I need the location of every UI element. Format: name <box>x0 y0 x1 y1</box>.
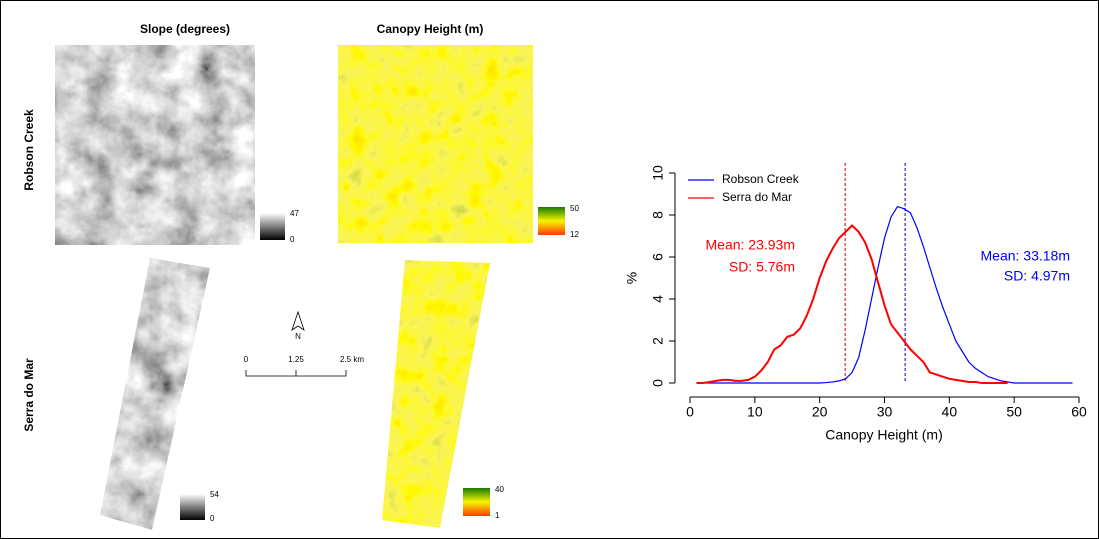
x-tick-label: 20 <box>812 404 828 420</box>
series-line <box>696 205 1073 384</box>
row-label: Robson Creek <box>22 109 36 191</box>
legend-min: 0 <box>290 235 295 244</box>
y-tick-label: 8 <box>650 211 666 219</box>
y-tick-label: 0 <box>650 379 666 387</box>
legend-label: Serra do Mar <box>722 190 792 204</box>
x-axis-label: Canopy Height (m) <box>825 427 943 443</box>
column-title: Slope (degrees) <box>140 22 230 36</box>
y-tick-label: 2 <box>650 337 666 345</box>
canopy-map <box>338 45 533 243</box>
annotation: SD: 4.97m <box>1004 268 1070 284</box>
x-tick-label: 30 <box>877 404 893 420</box>
legend-ramp <box>260 213 285 240</box>
y-axis-label: % <box>624 272 640 284</box>
x-tick-label: 10 <box>747 404 763 420</box>
x-tick-label: 60 <box>1071 404 1087 420</box>
y-tick-label: 10 <box>650 165 666 181</box>
x-tick-label: 50 <box>1006 404 1022 420</box>
legend-label: Robson Creek <box>722 172 800 186</box>
column-title: Canopy Height (m) <box>377 22 484 36</box>
legend-min: 12 <box>570 230 579 239</box>
legend-max: 40 <box>495 485 504 494</box>
legend-max: 50 <box>570 204 579 213</box>
annotation: Mean: 33.18m <box>981 248 1071 264</box>
line-chart: Canopy Height (m) % 0 10 20 30 40 50 60 0 2 4 6 8 10… <box>624 163 1087 443</box>
x-tick-label: 0 <box>686 404 694 420</box>
legend-min: 0 <box>210 514 215 523</box>
scale-label: 1.25 <box>288 355 304 364</box>
legend-ramp <box>463 488 490 516</box>
x-tick-label: 40 <box>942 404 958 420</box>
north-label: N <box>295 332 301 341</box>
legend-ramp <box>180 494 205 520</box>
scale-bar <box>245 370 347 377</box>
north-arrow <box>291 310 305 331</box>
annotation: Mean: 23.93m <box>706 237 796 253</box>
legend-min: 1 <box>495 511 500 520</box>
slope-map <box>55 45 255 245</box>
annotation: SD: 5.76m <box>729 259 795 275</box>
legend-ramp <box>538 207 565 235</box>
legend-max: 54 <box>210 490 219 499</box>
scale-label: 0 <box>244 355 249 364</box>
legend-max: 47 <box>290 209 299 218</box>
scale-label: 2.5 km <box>340 355 364 364</box>
series-line <box>696 224 1008 384</box>
row-label: Serra do Mar <box>22 358 36 432</box>
y-tick-label: 6 <box>650 253 666 261</box>
y-tick-label: 4 <box>650 295 666 303</box>
